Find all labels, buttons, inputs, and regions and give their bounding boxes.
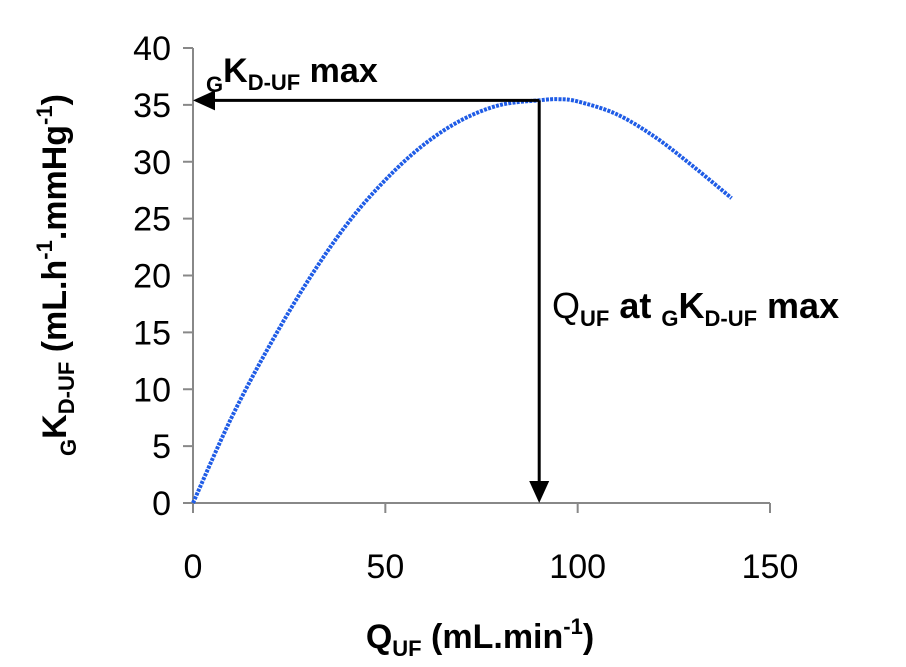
x-axis-label: QUF (mL.min-1) (366, 614, 594, 661)
y-tick-label: 35 (133, 87, 171, 125)
y-tick-label: 5 (152, 428, 171, 466)
annotation-right: QUF at GKD-UF max (552, 285, 839, 331)
y-tick-label: 20 (133, 258, 171, 296)
y-tick-label: 10 (133, 371, 171, 409)
x-tick-label: 0 (184, 548, 203, 586)
x-tick-label: 50 (366, 548, 404, 586)
arrow-vertical-head (529, 481, 550, 503)
arrow-horizontal-head (193, 90, 215, 111)
y-tick-label: 15 (133, 314, 171, 352)
series-curve (191, 97, 733, 504)
y-tick-label: 30 (133, 144, 171, 182)
y-axis-label: GKD-UF (mL.h-1.mmHg-1) (32, 94, 81, 456)
y-tick-label: 40 (133, 30, 171, 68)
y-tick-label: 0 (152, 485, 171, 523)
x-tick-label: 150 (742, 548, 799, 586)
x-tick-label: 100 (549, 548, 606, 586)
annotation-top: GKD-UF max (206, 52, 378, 97)
y-tick-label: 25 (133, 201, 171, 239)
